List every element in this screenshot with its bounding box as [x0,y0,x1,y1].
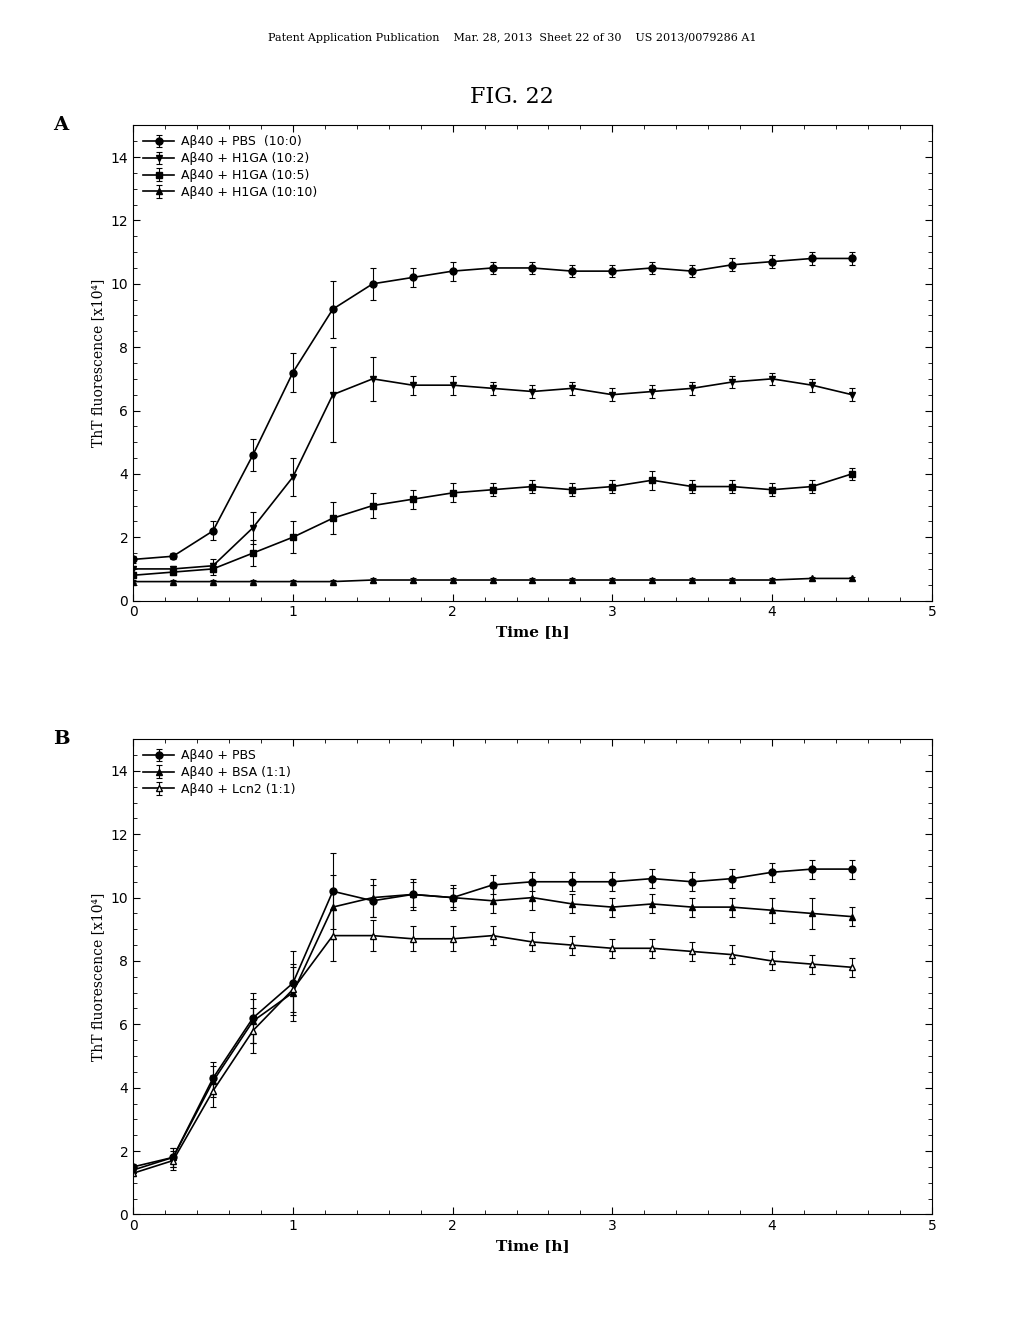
Text: B: B [53,730,70,747]
Text: A: A [53,116,69,133]
Legend: Aβ40 + PBS  (10:0), Aβ40 + H1GA (10:2), Aβ40 + H1GA (10:5), Aβ40 + H1GA (10:10): Aβ40 + PBS (10:0), Aβ40 + H1GA (10:2), A… [139,132,321,202]
Legend: Aβ40 + PBS, Aβ40 + BSA (1:1), Aβ40 + Lcn2 (1:1): Aβ40 + PBS, Aβ40 + BSA (1:1), Aβ40 + Lcn… [139,746,299,800]
Y-axis label: ThT fluorescence [x10⁴]: ThT fluorescence [x10⁴] [91,279,105,447]
Text: Patent Application Publication    Mar. 28, 2013  Sheet 22 of 30    US 2013/00792: Patent Application Publication Mar. 28, … [267,33,757,44]
X-axis label: Time [h]: Time [h] [496,1238,569,1253]
Y-axis label: ThT fluorescence [x10⁴]: ThT fluorescence [x10⁴] [91,892,105,1061]
Text: FIG. 22: FIG. 22 [470,86,554,108]
X-axis label: Time [h]: Time [h] [496,624,569,639]
